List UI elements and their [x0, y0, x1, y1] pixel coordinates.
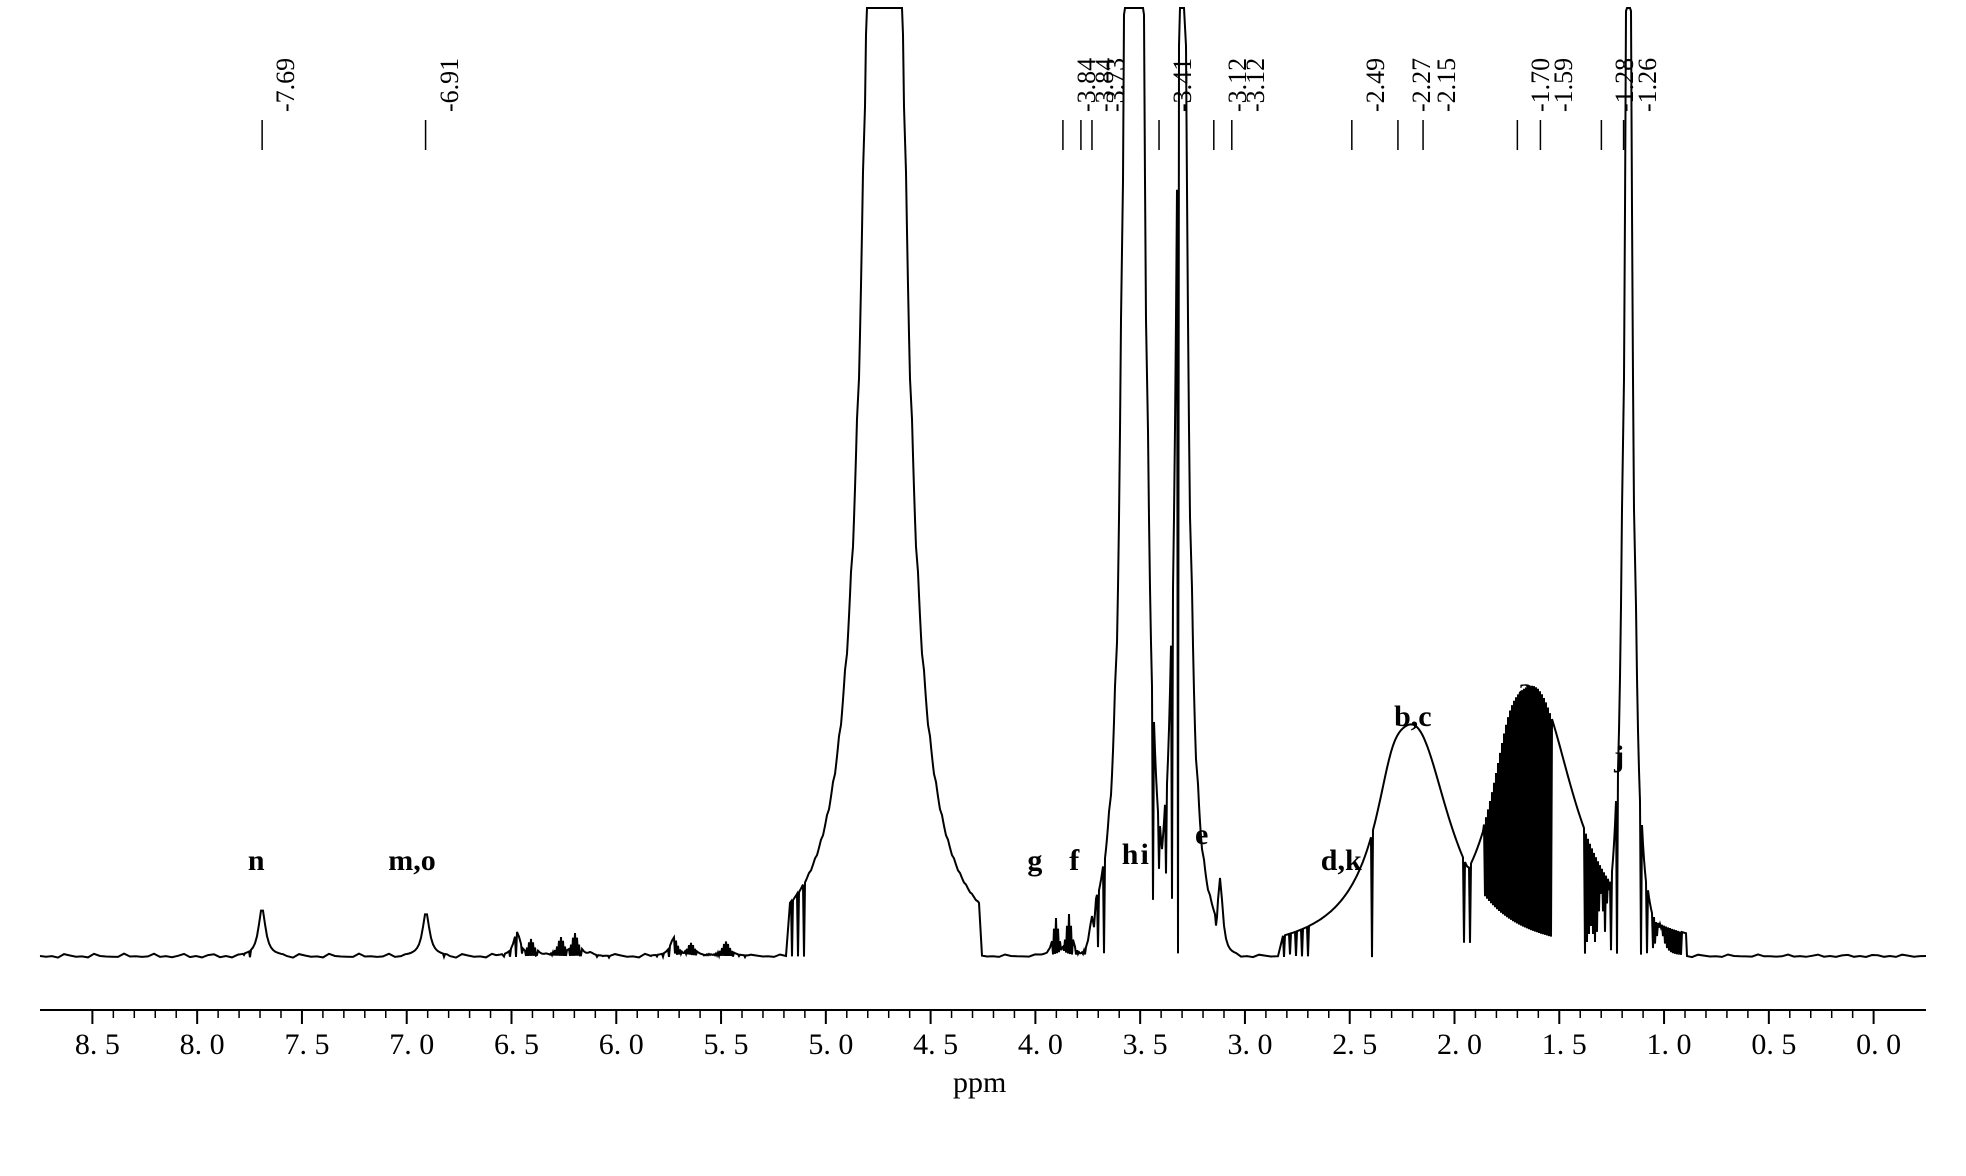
x-tick-label: 2. 0 [1425, 1028, 1495, 1062]
x-tick-label: 8. 0 [167, 1028, 237, 1062]
x-tick-label: 7. 0 [377, 1028, 447, 1062]
x-tick-label: 3. 0 [1215, 1028, 1285, 1062]
x-tick-label: 3. 5 [1110, 1028, 1180, 1062]
assignment-label: j [1614, 740, 1624, 774]
assignment-label: m,o [388, 844, 436, 878]
x-tick-label: 4. 5 [901, 1028, 971, 1062]
x-tick-label: 5. 5 [691, 1028, 761, 1062]
peak-ppm-label: -3.73 [1101, 58, 1131, 112]
assignment-label: a [1518, 672, 1533, 706]
x-tick-label: 1. 0 [1634, 1028, 1704, 1062]
x-tick-label: 2. 5 [1320, 1028, 1390, 1062]
spectrum-trace [40, 8, 1926, 958]
x-tick-label: 6. 0 [586, 1028, 656, 1062]
assignment-label: g [1027, 844, 1042, 878]
x-tick-label: 8. 5 [62, 1028, 132, 1062]
x-tick-label: 4. 0 [1005, 1028, 1075, 1062]
assignment-label: n [248, 844, 265, 878]
peak-ppm-label: -1.26 [1633, 58, 1663, 112]
x-tick-label: 6. 5 [482, 1028, 552, 1062]
peak-ppm-label: -2.15 [1432, 58, 1462, 112]
assignment-label: e [1195, 818, 1208, 852]
x-tick-label: 7. 5 [272, 1028, 342, 1062]
assignment-label: h [1122, 838, 1139, 872]
peak-ppm-label: -3.41 [1168, 58, 1198, 112]
assignment-label: b,c [1394, 700, 1432, 734]
nmr-spectrum [0, 0, 1966, 1176]
x-axis-title: ppm [953, 1066, 1006, 1100]
peak-ppm-label: -6.91 [435, 58, 465, 112]
x-tick-label: 5. 0 [796, 1028, 866, 1062]
assignment-label: f [1069, 844, 1079, 878]
peak-ppm-label: -3.12 [1241, 58, 1271, 112]
peak-ppm-label: -7.69 [271, 58, 301, 112]
x-tick-label: 1. 5 [1529, 1028, 1599, 1062]
peak-ppm-label: -2.49 [1361, 58, 1391, 112]
peak-ppm-label: -1.59 [1549, 58, 1579, 112]
x-tick-label: 0. 0 [1844, 1028, 1914, 1062]
assignment-label: d,k [1321, 844, 1362, 878]
x-tick-label: 0. 5 [1739, 1028, 1809, 1062]
assignment-label: i [1141, 838, 1149, 872]
